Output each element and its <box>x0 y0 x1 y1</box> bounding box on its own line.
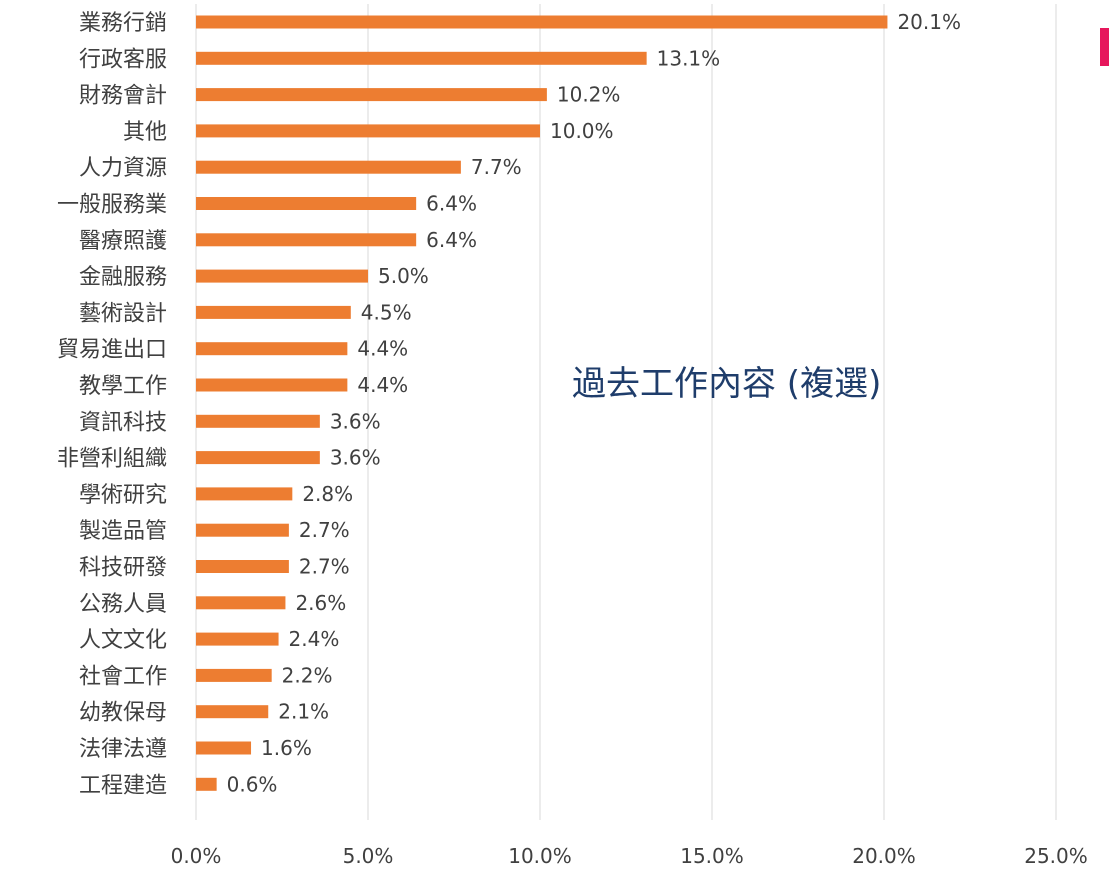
data-label: 20.1% <box>897 10 961 34</box>
data-label: 2.1% <box>278 700 329 724</box>
data-label: 2.8% <box>302 482 353 506</box>
bar <box>196 124 540 138</box>
bar <box>196 160 461 174</box>
category-label: 醫療照護 <box>79 229 167 254</box>
bar <box>196 233 417 247</box>
data-label: 6.4% <box>426 192 477 216</box>
bar <box>196 632 279 646</box>
bar <box>196 777 217 791</box>
data-label: 3.6% <box>330 409 381 433</box>
category-label: 貿易進出口 <box>57 338 167 363</box>
data-label: 2.6% <box>295 591 346 615</box>
x-tick-label: 20.0% <box>852 844 916 868</box>
category-label: 科技研發 <box>79 556 167 581</box>
category-label: 資訊科技 <box>79 410 167 435</box>
category-label: 製造品管 <box>79 519 167 544</box>
category-label: 幼教保母 <box>79 701 167 726</box>
x-tick-label: 15.0% <box>680 844 744 868</box>
category-label: 公務人員 <box>79 592 167 617</box>
bar <box>196 305 351 319</box>
bar <box>196 705 269 719</box>
data-label: 4.4% <box>357 337 408 361</box>
accent-mark <box>1100 28 1109 66</box>
bar <box>196 451 320 465</box>
data-label: 2.7% <box>299 518 350 542</box>
data-label: 2.4% <box>289 627 340 651</box>
data-label: 7.7% <box>471 155 522 179</box>
bar <box>196 197 417 210</box>
bar <box>196 269 368 283</box>
category-label: 人力資源 <box>79 156 167 181</box>
bar <box>196 487 293 501</box>
data-label: 10.0% <box>550 119 614 143</box>
x-tick-label: 5.0% <box>343 844 394 868</box>
data-label: 3.6% <box>330 446 381 470</box>
x-tick-label: 25.0% <box>1024 844 1088 868</box>
bar <box>196 88 547 102</box>
category-label: 工程建造 <box>79 773 167 798</box>
category-label: 一般服務業 <box>57 193 167 218</box>
category-label: 業務行銷 <box>79 11 167 36</box>
category-label: 財務會計 <box>79 84 167 109</box>
bar <box>196 668 272 682</box>
bar <box>196 15 888 29</box>
category-label: 法律法遵 <box>79 737 167 762</box>
category-label: 藝術設計 <box>79 301 167 326</box>
bar <box>196 378 348 392</box>
bar <box>196 560 289 573</box>
data-label: 0.6% <box>227 772 278 796</box>
data-label: 6.4% <box>426 228 477 252</box>
bar <box>196 523 289 537</box>
bar <box>196 342 348 356</box>
data-label: 2.2% <box>282 663 333 687</box>
data-label: 5.0% <box>378 264 429 288</box>
category-label: 非營利組織 <box>57 447 167 472</box>
chart-title: 過去工作內容 (複選) <box>572 364 882 404</box>
category-label: 社會工作 <box>79 664 167 689</box>
category-label: 學術研究 <box>79 483 167 508</box>
data-label: 1.6% <box>261 736 312 760</box>
x-tick-label: 10.0% <box>508 844 572 868</box>
category-label: 人文文化 <box>79 628 167 653</box>
data-label: 13.1% <box>657 46 721 70</box>
category-label: 金融服務 <box>79 265 167 290</box>
bar <box>196 741 252 755</box>
bar <box>196 596 286 610</box>
data-label: 10.2% <box>557 83 621 107</box>
category-label: 行政客服 <box>79 47 167 72</box>
category-label: 教學工作 <box>79 374 167 399</box>
x-tick-label: 0.0% <box>171 844 222 868</box>
bar <box>196 414 320 428</box>
bar <box>196 51 647 65</box>
category-label: 其他 <box>123 120 167 145</box>
data-label: 2.7% <box>299 555 350 579</box>
data-label: 4.5% <box>361 300 412 324</box>
data-label: 4.4% <box>357 373 408 397</box>
